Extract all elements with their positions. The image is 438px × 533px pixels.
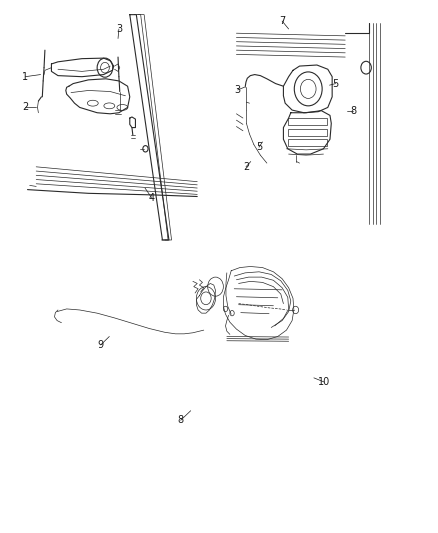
- Text: 4: 4: [148, 192, 155, 203]
- Text: 3: 3: [235, 85, 241, 95]
- Text: 7: 7: [279, 16, 285, 26]
- Text: 8: 8: [178, 415, 184, 425]
- Text: 5: 5: [256, 142, 262, 152]
- Text: 5: 5: [332, 78, 339, 88]
- Text: 10: 10: [318, 377, 330, 387]
- Text: 2: 2: [243, 162, 249, 172]
- Text: 1: 1: [22, 71, 28, 82]
- Text: 2: 2: [22, 102, 28, 112]
- Text: 9: 9: [98, 340, 104, 350]
- Text: 8: 8: [350, 106, 356, 116]
- Text: 3: 3: [116, 24, 122, 34]
